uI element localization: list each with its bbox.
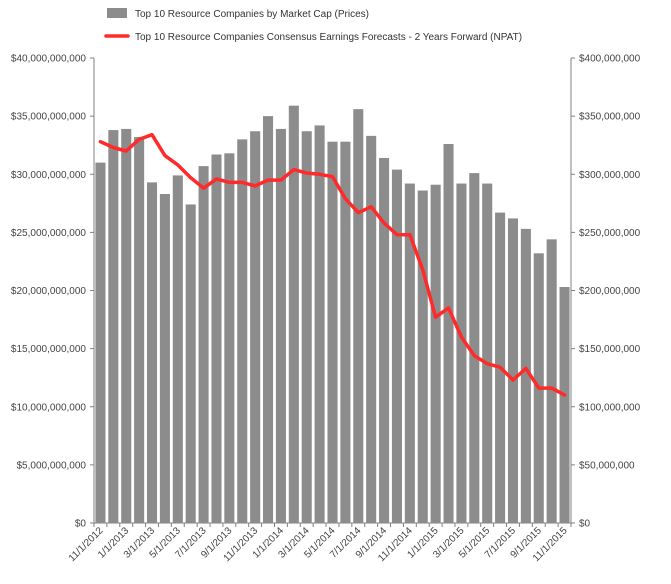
y-left-tick-label: $15,000,000,000 [11,344,87,355]
bar [391,169,402,523]
bar [327,141,338,523]
y-left-tick-label: $0 [75,519,87,530]
bar [250,131,261,524]
bar [430,184,441,523]
bar [404,183,415,524]
bar [443,144,454,523]
bar [275,128,286,523]
bar [95,162,106,523]
y-right-tick-label: $0 [579,519,591,530]
bar [366,135,377,523]
y-left-tick-label: $25,000,000,000 [11,228,87,239]
bar [314,125,325,524]
bar [288,105,299,523]
y-right-tick-label: $400,000,000 [579,54,641,65]
y-left-tick-label: $5,000,000,000 [16,460,86,471]
bar [224,153,235,523]
y-right-tick-label: $50,000,000 [579,460,635,471]
bar [121,128,132,523]
legend-label-earnings: Top 10 Resource Companies Consensus Earn… [135,32,522,43]
bar [108,130,119,523]
legend-label-market-cap: Top 10 Resource Companies by Market Cap … [135,9,369,20]
bar [263,116,274,523]
bar [353,109,364,524]
bar [134,137,145,524]
bar [482,183,493,524]
y-left-tick-label: $10,000,000,000 [11,402,87,413]
earnings-forecast-line [98,132,567,397]
y-right-tick-label: $200,000,000 [579,286,641,297]
bar [456,183,467,524]
y-right-tick-label: $150,000,000 [579,344,641,355]
bar [185,204,196,523]
y-left-tick-label: $35,000,000,000 [11,112,87,123]
bar [507,218,519,524]
y-right-tick-label: $350,000,000 [579,112,641,123]
legend-swatch-market-cap [107,8,127,18]
bar [469,173,480,523]
bar [379,157,390,523]
bar [237,139,248,523]
bar [146,182,158,523]
bar [340,141,351,523]
bar [211,154,222,524]
bar [159,194,170,523]
y-left-tick-label: $40,000,000,000 [11,54,87,65]
y-right-tick-label: $100,000,000 [579,402,641,413]
y-left-tick-label: $20,000,000,000 [11,286,87,297]
y-right-tick-label: $250,000,000 [579,228,641,239]
bar [172,175,183,523]
bar [546,239,557,523]
bar [520,228,531,523]
bar [301,131,312,524]
bar [417,190,428,523]
y-left-tick-label: $30,000,000,000 [11,170,87,181]
y-right-tick-label: $300,000,000 [579,170,641,181]
bar [559,287,570,523]
bar [198,166,209,524]
